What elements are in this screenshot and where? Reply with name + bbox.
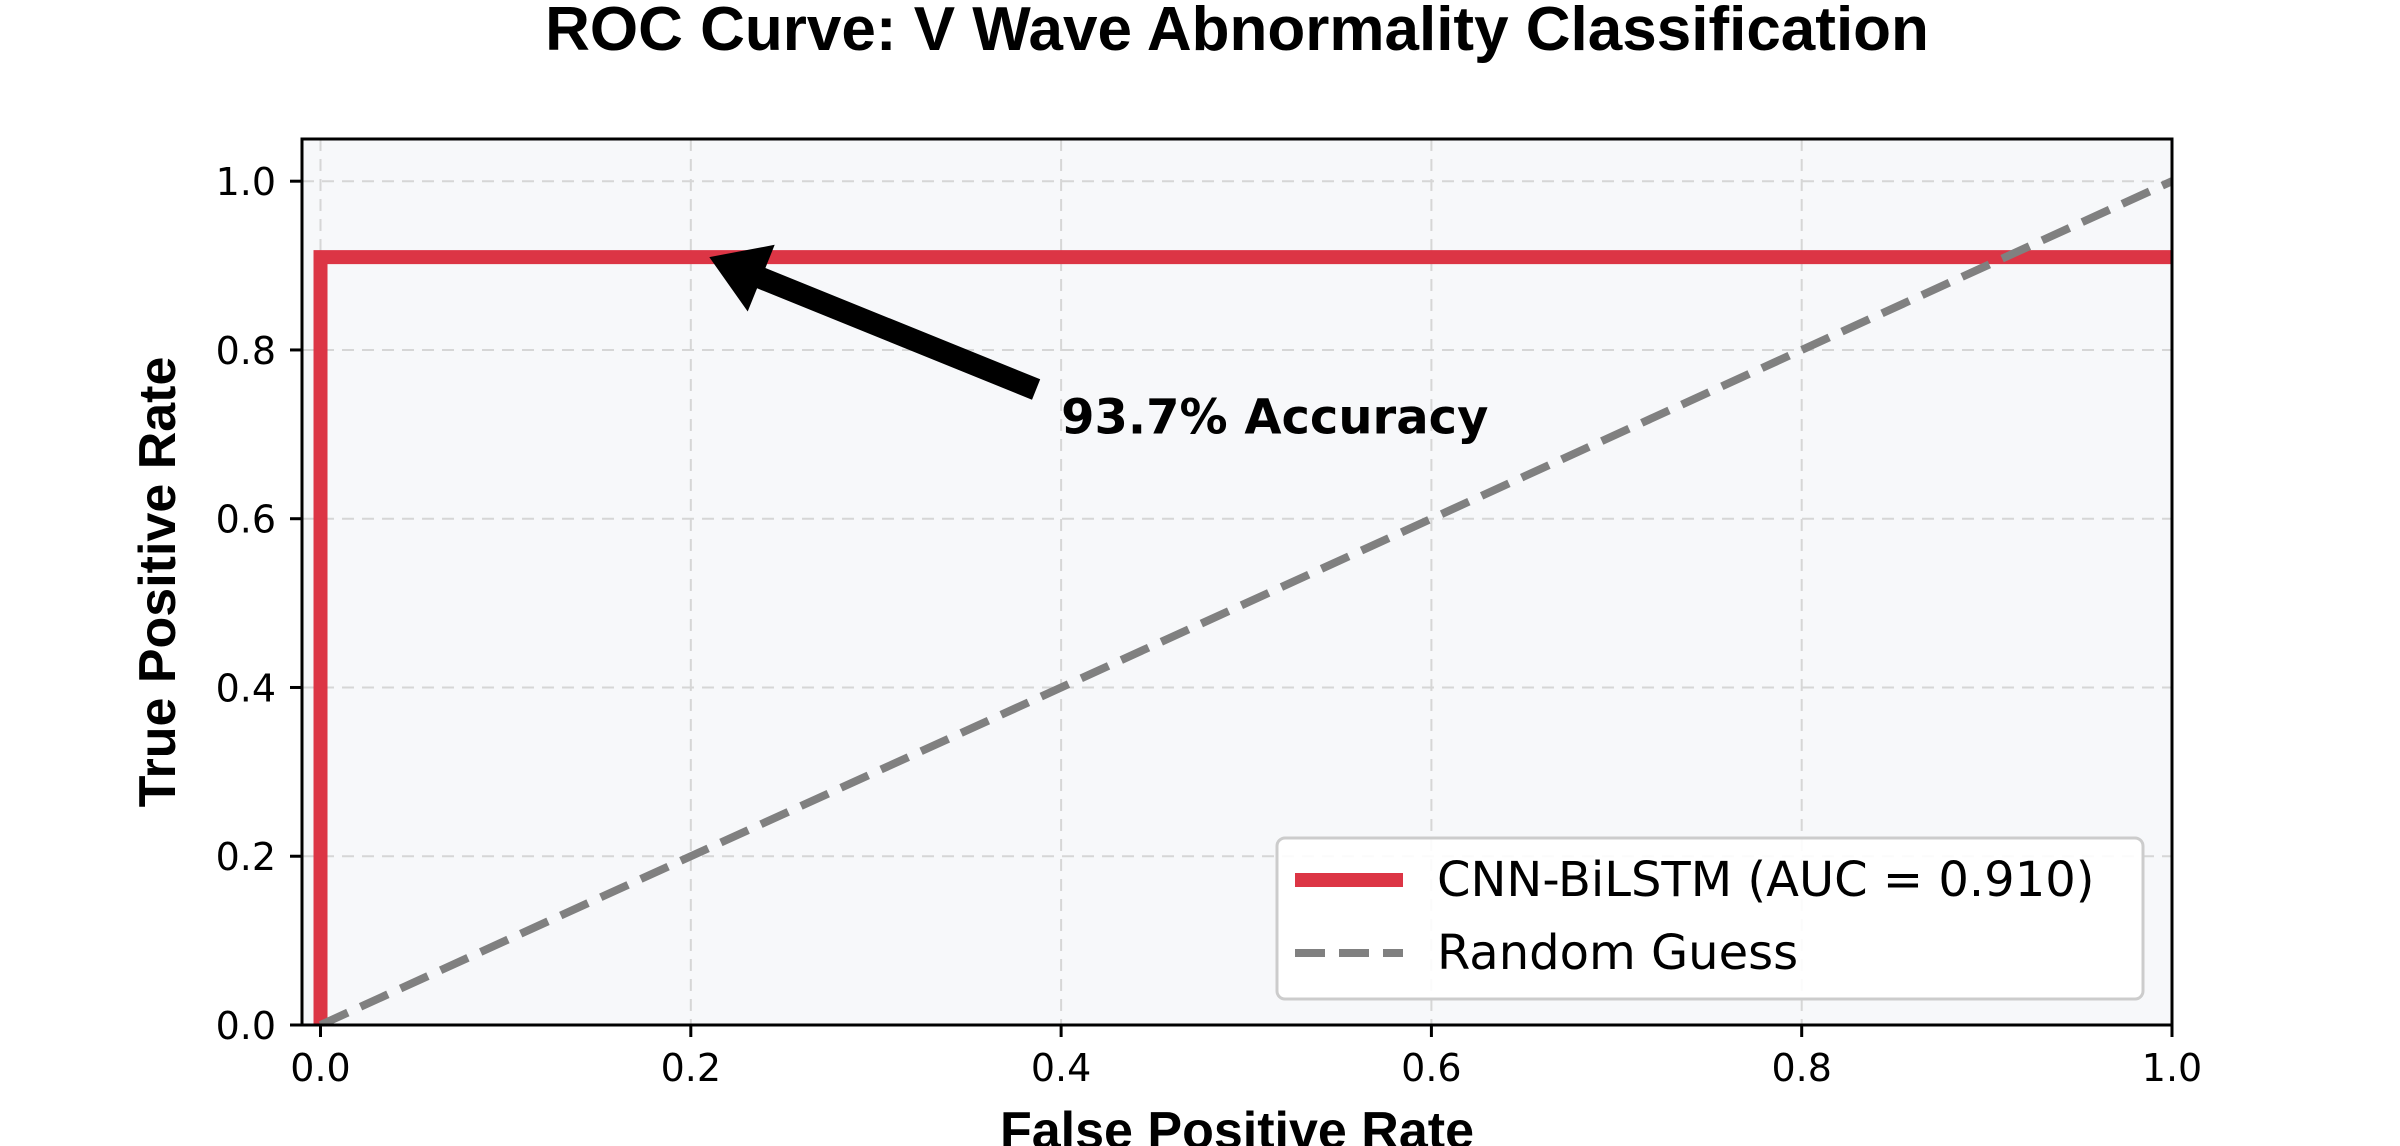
x-tick-label: 0.2 — [661, 1046, 721, 1090]
y-tick-label: 1.0 — [216, 160, 276, 204]
y-tick-label: 0.2 — [216, 835, 276, 879]
y-tick-label: 0.8 — [216, 329, 276, 373]
annotation-text: 93.7% Accuracy — [1061, 389, 1488, 445]
plot-frame — [300, 137, 2174, 1027]
x-tick-label: 0.4 — [1031, 1046, 1091, 1090]
y-tick-label: 0.0 — [216, 1004, 276, 1048]
random-guess-line — [318, 177, 2172, 1025]
annotation-arrow — [709, 244, 1041, 400]
legend-box — [1275, 836, 2145, 1001]
y-tick-label: 0.6 — [216, 498, 276, 542]
roc-curve-cnn-bilstm — [313, 250, 2172, 1025]
y-tick-label: 0.4 — [216, 666, 276, 710]
legend-label-cnn-bilstm: CNN-BiLSTM (AUC = 0.910) — [1437, 852, 2095, 908]
tick-layer: 0.0 0.2 0.4 0.6 0.8 1.0 0.0 0.2 0.4 0.6 0.8 1.0 — [216, 160, 2203, 1090]
y-axis-label: True Positive Rate — [129, 357, 187, 808]
x-tick-label: 0.0 — [290, 1046, 350, 1090]
x-tick-label: 0.8 — [1771, 1046, 1831, 1090]
annotation-layer: 93.7% Accuracy — [709, 244, 1488, 445]
x-tick-label: 0.6 — [1401, 1046, 1461, 1090]
series-layer — [313, 177, 2172, 1025]
x-axis-label: False Positive Rate — [1000, 1102, 1474, 1146]
chart-title: ROC Curve: V Wave Abnormality Classifica… — [545, 0, 1929, 64]
legend: CNN-BiLSTM (AUC = 0.910) Random Guess — [1275, 836, 2145, 1001]
legend-label-random-guess: Random Guess — [1437, 925, 1798, 981]
x-tick-label: 1.0 — [2142, 1046, 2202, 1090]
